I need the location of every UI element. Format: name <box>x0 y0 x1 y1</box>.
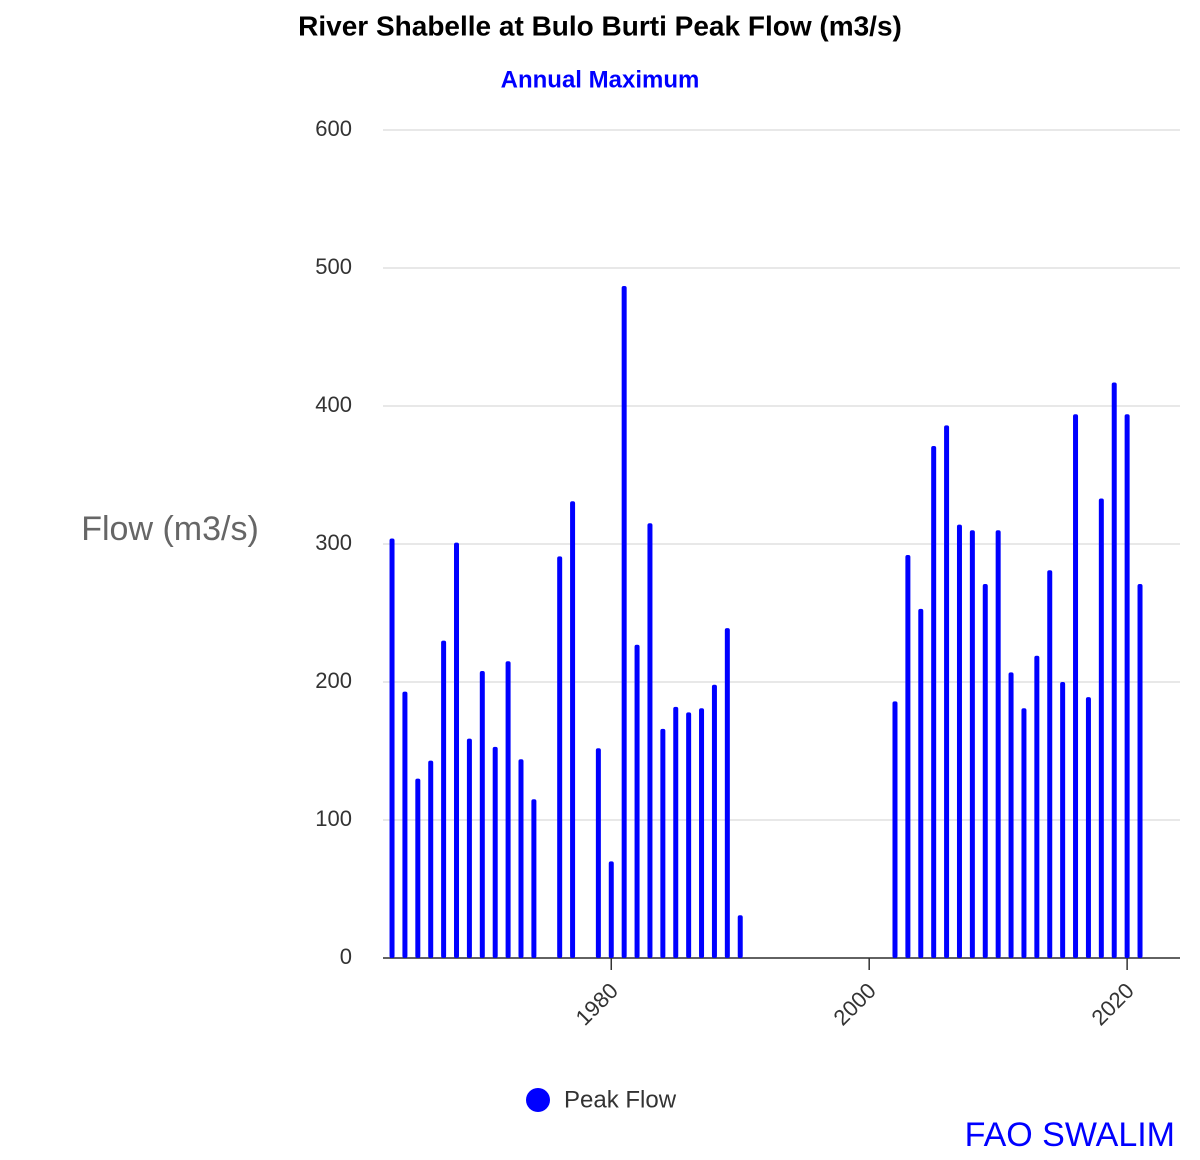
bar <box>634 644 640 958</box>
bar <box>428 760 434 958</box>
bar <box>595 748 601 958</box>
bar <box>466 738 472 958</box>
y-tick-label: 0 <box>340 944 352 969</box>
bar <box>1111 382 1117 958</box>
bar <box>711 684 717 958</box>
bar <box>1137 584 1143 958</box>
bar <box>1073 414 1079 958</box>
bar <box>944 425 950 958</box>
bar <box>892 701 898 958</box>
bar <box>441 640 447 958</box>
y-tick-label: 400 <box>315 392 352 417</box>
legend-label: Peak Flow <box>564 1086 677 1113</box>
chart-subtitle: Annual Maximum <box>501 66 700 93</box>
bar <box>1047 570 1053 958</box>
credit: FAO SWALIM <box>965 1116 1175 1154</box>
bar <box>531 799 537 958</box>
bar <box>557 556 563 958</box>
bar <box>956 524 962 958</box>
legend-marker <box>526 1088 550 1112</box>
y-tick-label: 100 <box>315 806 352 831</box>
bar <box>737 915 743 958</box>
x-tick-label: 1980 <box>571 978 623 1030</box>
y-axis-title: Flow (m3/s) <box>81 510 259 548</box>
bar <box>389 538 395 958</box>
bar <box>647 523 653 958</box>
chart-title: River Shabelle at Bulo Burti Peak Flow (… <box>298 10 902 41</box>
bar <box>454 542 460 958</box>
bar <box>931 446 937 958</box>
bar <box>724 628 730 958</box>
y-tick-label: 300 <box>315 530 352 555</box>
bar <box>479 670 485 958</box>
bar <box>660 728 666 958</box>
bar <box>686 712 692 958</box>
x-tick-label: 2000 <box>829 978 881 1030</box>
x-tick-label: 2020 <box>1086 978 1138 1030</box>
bar <box>1124 414 1130 958</box>
bar <box>1021 708 1027 958</box>
bar <box>969 530 975 958</box>
bar <box>1034 655 1040 958</box>
bar <box>905 555 911 958</box>
y-tick-label: 500 <box>315 254 352 279</box>
bar <box>505 661 511 958</box>
y-tick-label: 600 <box>315 116 352 141</box>
bar <box>415 778 421 958</box>
bar <box>1098 498 1104 958</box>
bar <box>492 746 498 958</box>
y-tick-label: 200 <box>315 668 352 693</box>
bar <box>402 691 408 958</box>
bar <box>982 584 988 958</box>
bar <box>673 706 679 958</box>
bar <box>1085 697 1091 958</box>
bar <box>621 285 627 958</box>
bar <box>918 608 924 958</box>
bar <box>699 708 705 958</box>
bar <box>1008 672 1014 958</box>
bar <box>1060 682 1066 958</box>
bar <box>608 861 614 958</box>
bar <box>995 530 1001 958</box>
bar <box>518 759 524 958</box>
bar <box>570 501 576 958</box>
